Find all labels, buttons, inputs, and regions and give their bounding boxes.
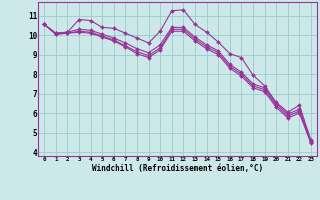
X-axis label: Windchill (Refroidissement éolien,°C): Windchill (Refroidissement éolien,°C) [92, 164, 263, 173]
